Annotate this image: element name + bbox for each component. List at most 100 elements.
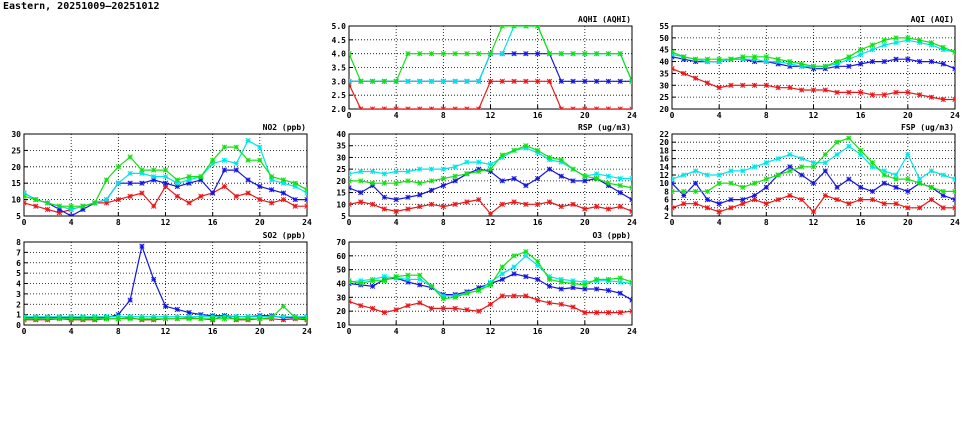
data-point-red (440, 203, 446, 210)
data-point-red (487, 78, 494, 84)
data-point-green (751, 54, 758, 60)
data-point-green (593, 175, 600, 182)
data-point-blue (582, 286, 588, 292)
data-point-green (358, 280, 364, 287)
data-point-green (452, 51, 458, 57)
data-point-green (787, 58, 793, 65)
data-point-blue (582, 178, 588, 184)
data-point-green (233, 316, 239, 322)
data-point-red (716, 85, 722, 91)
data-point-green (672, 188, 675, 195)
data-point-red (799, 87, 805, 93)
data-point-red (369, 305, 376, 312)
data-point-cyan (452, 164, 458, 170)
data-point-cyan (428, 78, 435, 84)
data-point-blue (799, 172, 805, 178)
y-tick-label: 1 (16, 311, 21, 320)
data-point-cyan (629, 175, 632, 182)
data-point-green (68, 203, 74, 209)
data-point-blue (928, 58, 935, 65)
data-point-red (499, 78, 505, 84)
data-point-green (558, 51, 564, 57)
data-point-blue (940, 192, 946, 199)
data-point-green (704, 188, 711, 195)
chart-aqi: 0 4 8 12 16 20 24 20 25 30 35 40 45 50 55 AQI (AQI) (659, 15, 960, 120)
data-point-green (681, 54, 687, 60)
data-point-cyan (417, 78, 423, 84)
data-point-green (546, 154, 553, 161)
data-point-red (751, 196, 758, 203)
data-point-cyan (881, 168, 887, 174)
data-point-green (349, 51, 352, 57)
data-point-blue (558, 286, 564, 292)
data-point-cyan (523, 253, 529, 259)
data-point-red (858, 196, 864, 203)
data-point-red (952, 96, 955, 103)
data-point-blue (605, 287, 612, 294)
data-point-blue (417, 282, 423, 288)
page-title: Eastern, 20251009–20251012 (3, 1, 160, 12)
y-tick-label: 10 (11, 196, 21, 205)
data-point-red (393, 307, 399, 313)
data-point-green (127, 316, 133, 322)
data-point-green (605, 51, 612, 57)
data-point-green (369, 180, 376, 186)
data-point-green (452, 294, 458, 300)
data-point-green (558, 157, 564, 163)
data-point-green (428, 283, 435, 289)
data-point-red (775, 85, 781, 91)
data-point-red (304, 203, 307, 209)
data-point-red (570, 201, 576, 207)
y-tick-label: 10 (659, 179, 669, 188)
data-point-green (393, 273, 399, 280)
data-point-red (464, 199, 470, 205)
data-point-blue (940, 61, 946, 67)
data-point-red (751, 82, 758, 88)
data-point-green (511, 253, 517, 259)
data-point-red (511, 199, 517, 205)
x-tick-label: 16 (533, 218, 543, 227)
data-point-cyan (881, 42, 887, 48)
data-point-cyan (464, 78, 470, 84)
y-tick-label: 5.0 (332, 22, 347, 31)
data-point-green (68, 316, 74, 322)
data-point-red (617, 203, 623, 210)
data-point-blue (629, 196, 632, 203)
data-point-green (952, 188, 955, 195)
data-point-blue (162, 303, 169, 309)
data-point-green (405, 178, 411, 184)
x-tick-label: 0 (22, 218, 27, 227)
data-point-blue (916, 58, 923, 65)
data-point-blue (139, 180, 145, 186)
data-point-green (570, 51, 576, 57)
data-point-green (381, 78, 388, 84)
y-tick-label: 25 (11, 146, 21, 155)
data-point-blue (440, 182, 446, 189)
data-point-green (44, 200, 51, 206)
data-point-green (162, 167, 169, 173)
data-point-green (535, 258, 541, 265)
data-point-red (452, 201, 458, 207)
data-point-red (846, 201, 852, 207)
data-point-red (799, 196, 805, 203)
data-point-green (629, 78, 632, 84)
series-group (349, 249, 632, 316)
data-point-red (740, 82, 746, 88)
data-point-green (858, 147, 864, 154)
data-point-blue (68, 213, 74, 216)
data-point-green (834, 58, 840, 65)
data-point-green (716, 180, 722, 186)
data-point-red (198, 193, 204, 199)
data-point-blue (523, 182, 529, 189)
data-point-cyan (464, 159, 470, 165)
data-point-blue (221, 167, 228, 173)
data-point-red (629, 106, 632, 109)
series-group (349, 143, 632, 216)
data-point-red (349, 201, 352, 207)
data-point-green (858, 47, 864, 53)
data-point-green (535, 147, 541, 154)
data-point-green (928, 184, 935, 190)
y-tick-label: 22 (659, 130, 669, 139)
data-point-green (751, 180, 758, 186)
